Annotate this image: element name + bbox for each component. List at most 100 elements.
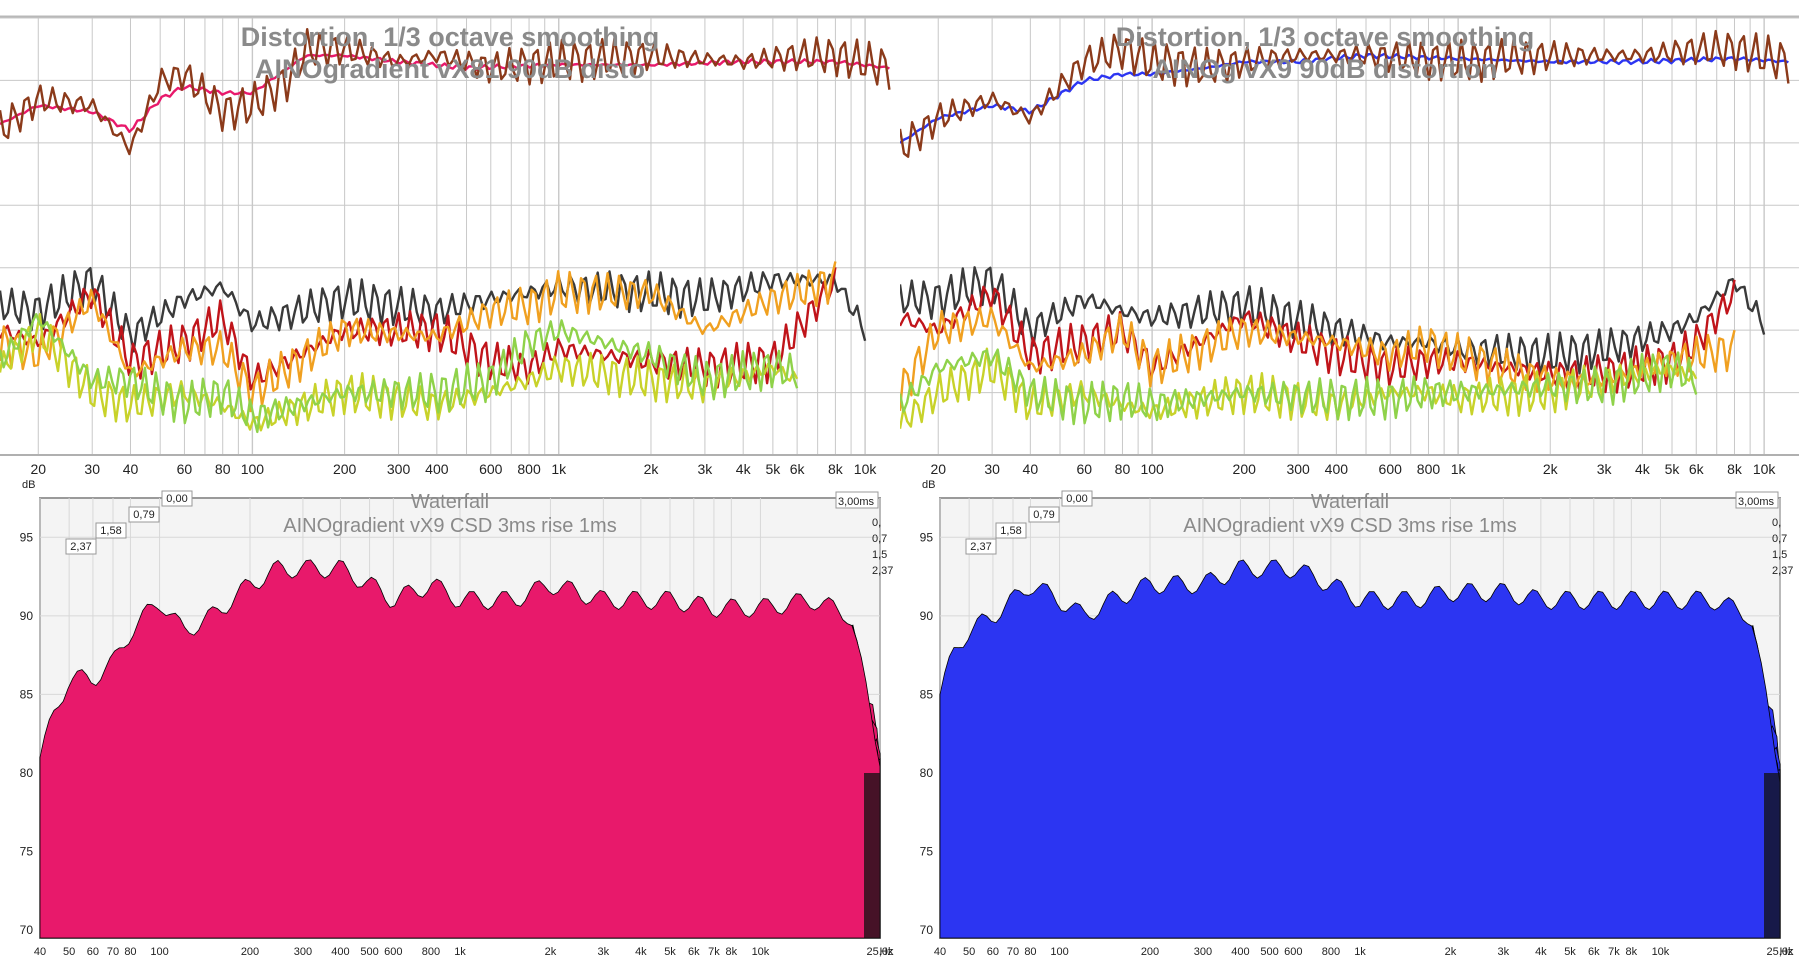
x-tick-label: 6k (1689, 461, 1705, 477)
x-tick-label: 2k (644, 461, 660, 477)
waterfall-edge (1764, 773, 1780, 938)
x-tick-label: 3k (1597, 461, 1613, 477)
time-label: 2,37 (70, 541, 91, 553)
chart-subtitle: AINOgradient vX9 CSD 3ms rise 1ms (1183, 515, 1516, 537)
chart-subtitle: AINOg vX9 90dB distortion (1152, 54, 1497, 84)
x-tick-label: 80 (215, 461, 231, 477)
series-line-brown (0, 28, 891, 156)
x-tick-label: 600 (1379, 461, 1403, 477)
y-tick-label: 95 (20, 530, 34, 544)
x-tick-label: 4k (736, 461, 752, 477)
y-tick-label: 80 (920, 766, 934, 780)
x-tick-label: 5k (664, 946, 676, 958)
x-tick-label: 400 (1325, 461, 1349, 477)
series-line-blue (900, 52, 1789, 144)
x-tick-label: 3k (598, 946, 610, 958)
x-tick-label: 5k (1564, 946, 1576, 958)
x-tick-label: 100 (1140, 461, 1164, 477)
x-tick-label: 80 (1024, 946, 1036, 958)
y-tick-label: 80 (20, 766, 34, 780)
x-tick-label: 60 (87, 946, 99, 958)
chart-title: Waterfall (411, 491, 489, 513)
x-tick-label: 300 (1194, 946, 1212, 958)
x-tick-label: 2k (1445, 946, 1457, 958)
x-tick-label: 20 (930, 461, 946, 477)
x-tick-label: 8k (1626, 946, 1638, 958)
distortion-plot-left: 20 30 40 60 80 100 200 300 400 600 800 1k 2k 3k 4k 5k 6k… (0, 0, 900, 480)
y-tick-label: 70 (20, 923, 34, 937)
waterfall-chart-left: dB 95 90 85 80 75 70 40 50 60 70 80 100 200 300 400 500 6… (0, 480, 900, 961)
waterfall-slice (39, 559, 881, 939)
x-tick-label: 400 (425, 461, 449, 477)
x-tick-label: 300 (387, 461, 411, 477)
x-tick-label: 25,0k (1767, 946, 1794, 958)
x-tick-label: 500 (360, 946, 378, 958)
x-tick-label: 1k (454, 946, 466, 958)
x-tick-label: 400 (331, 946, 349, 958)
time-label-box (1028, 506, 1060, 523)
y-tick-label: 85 (20, 687, 34, 701)
x-tick-label: 4k (1635, 461, 1651, 477)
x-tick-label: 10k (1753, 461, 1777, 477)
y-tick-label: 75 (920, 845, 934, 859)
x-tick-label: 800 (1417, 461, 1441, 477)
time-label: 0, (872, 517, 881, 529)
x-tick-label: 80 (124, 946, 136, 958)
x-tick-label: 8k (726, 946, 738, 958)
chart-subtitle: AINOgradient vX81 90dB disto (255, 54, 645, 84)
time-label: 0,00 (166, 493, 187, 505)
x-tick-label: 25,0k (867, 946, 894, 958)
x-tick-label: 30 (984, 461, 1000, 477)
series-line-yellowgreen (0, 312, 799, 432)
x-tick-label: 100 (150, 946, 168, 958)
x-tick-label: 7k (1608, 946, 1620, 958)
x-tick-label: 50 (63, 946, 75, 958)
time-label: 2,37 (1772, 565, 1793, 577)
x-tick-label: 60 (1076, 461, 1092, 477)
x-tick-label: 600 (1284, 946, 1302, 958)
time-label-box (161, 490, 193, 507)
time-label-box (995, 522, 1027, 539)
distortion-chart-left: 20 30 40 60 80 100 200 300 400 600 800 1k 2k 3k 4k 5k 6k… (0, 0, 900, 480)
x-tick-label: 100 (1050, 946, 1068, 958)
time-label: 0,79 (133, 509, 154, 521)
x-tick-label: 8k (1727, 461, 1743, 477)
series-line-lightgreen (900, 348, 1698, 426)
x-tick-label: 300 (1286, 461, 1310, 477)
time-label: 1,5 (1772, 549, 1787, 561)
x-tick-label: 70 (1007, 946, 1019, 958)
x-unit-label: Hz (1780, 946, 1793, 958)
waterfall-edge (864, 773, 880, 938)
x-tick-label: 1k (551, 461, 567, 477)
x-tick-label: 200 (333, 461, 357, 477)
y-tick-label: 95 (920, 530, 934, 544)
x-tick-label: 100 (241, 461, 265, 477)
x-tick-label: 200 (241, 946, 259, 958)
x-tick-label: 800 (1322, 946, 1340, 958)
time-label: 0,7 (1772, 533, 1787, 545)
y-axis-label: dB (922, 480, 935, 491)
time-label: 2,37 (872, 565, 893, 577)
x-tick-label: 6k (790, 461, 806, 477)
x-tick-label: 2k (1543, 461, 1559, 477)
y-tick-label: 90 (20, 609, 34, 623)
x-tick-label: 3k (1498, 946, 1510, 958)
x-tick-label: 1k (1451, 461, 1467, 477)
x-tick-label: 5k (765, 461, 781, 477)
x-tick-label: 50 (963, 946, 975, 958)
x-tick-label: 800 (422, 946, 440, 958)
x-tick-label: 600 (479, 461, 503, 477)
x-tick-label: 200 (1141, 946, 1159, 958)
time-label: 1,58 (1000, 525, 1021, 537)
x-tick-label: 200 (1233, 461, 1257, 477)
x-tick-label: 300 (294, 946, 312, 958)
time-label-box (1735, 491, 1779, 509)
time-label-box (835, 491, 879, 509)
waterfall-slice (939, 559, 1781, 939)
time-label-box (965, 538, 997, 555)
time-label: 0, (1772, 517, 1781, 529)
time-label: 2,37 (970, 541, 991, 553)
x-tick-label: 1k (1354, 946, 1366, 958)
